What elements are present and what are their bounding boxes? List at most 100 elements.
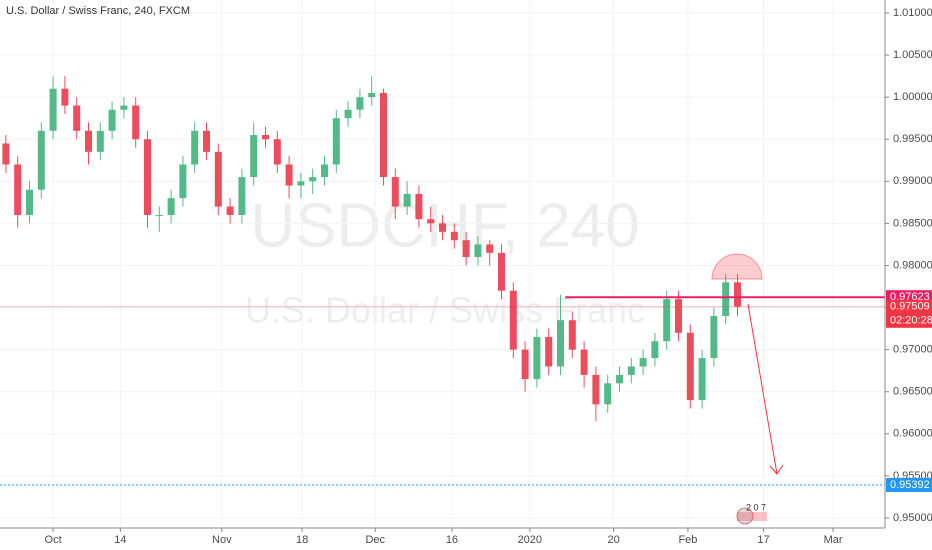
candle-body [580, 349, 588, 375]
candle-body [120, 105, 128, 110]
x-tick-label: 2020 [518, 534, 542, 546]
candle-body [179, 164, 187, 199]
candle-body [557, 320, 564, 367]
top-drawing [711, 253, 763, 280]
badge-box [737, 512, 767, 521]
y-tick-label: 0.96500 [893, 386, 932, 398]
candle-body [49, 88, 57, 131]
candle-body [226, 206, 234, 215]
candle-body [332, 118, 340, 165]
candle-body [167, 198, 175, 215]
x-tick-label: Nov [212, 534, 232, 546]
x-tick-label: 18 [296, 534, 308, 546]
candle-body [415, 193, 423, 220]
candle-body [368, 92, 376, 98]
candle-body [155, 214, 163, 216]
candle-body [616, 374, 623, 384]
arrow-head [769, 464, 784, 475]
candle-body [108, 109, 116, 131]
x-tick-label: Feb [678, 534, 697, 546]
candle-body [450, 231, 458, 241]
candle-body [61, 88, 69, 106]
y-tick-label: 1.00000 [893, 91, 932, 103]
last-price-label: 0.97509 [890, 301, 930, 313]
candle-body [321, 164, 328, 178]
candle-body [462, 240, 470, 258]
candle-body [297, 181, 305, 186]
candle-body [144, 139, 151, 215]
x-tick-label: 17 [757, 534, 769, 546]
candle-body [2, 143, 10, 165]
candle-body [439, 223, 446, 232]
candle-body [568, 320, 576, 350]
candle-body [85, 130, 92, 152]
candle-body [96, 130, 104, 152]
y-tick-label: 0.96000 [893, 428, 932, 440]
y-tick-label: 0.98500 [893, 217, 932, 229]
candle-body [26, 189, 33, 215]
candle-body [509, 290, 517, 350]
last-price-box [886, 299, 932, 328]
candle-body [474, 244, 482, 258]
axes: 0.950000.955000.960000.965000.970000.975… [45, 7, 932, 546]
candle-body [533, 337, 541, 380]
candle-body [73, 105, 81, 131]
candle-body [698, 358, 706, 401]
candle-body [498, 252, 505, 291]
candle-body [651, 341, 659, 359]
candle-body [214, 151, 222, 207]
candle-body [427, 219, 435, 224]
chart-title: U.S. Dollar / Swiss Franc, 240, FXCM [6, 5, 190, 17]
y-tick-label: 0.99500 [893, 133, 932, 145]
x-tick-label: Mar [824, 534, 843, 546]
candle-body [486, 244, 494, 253]
countdown-label: 02:20:28 [890, 315, 932, 327]
price-label-box [886, 477, 932, 492]
candle-body [686, 332, 694, 401]
y-tick-label: 1.01000 [893, 7, 932, 19]
candle-body [14, 164, 22, 215]
candle-body [132, 105, 140, 140]
y-tick-label: 0.98000 [893, 259, 932, 271]
x-tick-label: Dec [365, 534, 385, 546]
y-tick-label: 0.95000 [893, 512, 932, 524]
candle-body [344, 109, 352, 119]
candle-body [238, 177, 246, 215]
x-tick-label: 20 [607, 534, 619, 546]
y-tick-label: 1.00500 [893, 49, 932, 61]
candle-body [722, 282, 730, 316]
candle-body [309, 177, 317, 182]
candle-body [734, 282, 741, 307]
candle-body [521, 349, 529, 380]
badge-text: 2 0 7 [746, 502, 766, 512]
plot [0, 76, 885, 486]
candle-body [391, 177, 399, 207]
candle-body [380, 92, 387, 178]
candle-body [675, 299, 682, 333]
candle-body [262, 135, 269, 140]
candle-body [37, 130, 45, 190]
candle-body [627, 366, 635, 375]
candle-body [250, 135, 258, 178]
candle-body [285, 164, 293, 186]
candle-body [191, 130, 199, 165]
x-tick-label: Oct [45, 534, 62, 546]
event-badge: 2 0 7 [736, 502, 767, 525]
y-tick-label: 0.97000 [893, 344, 932, 356]
candle-body [710, 315, 718, 359]
candle-body [592, 374, 600, 405]
arrow-drawing [747, 303, 778, 475]
candle-body [356, 97, 364, 110]
price-label: 0.95392 [890, 479, 930, 491]
candle-body [663, 299, 671, 342]
x-tick-label: 14 [114, 534, 126, 546]
flag-icon [736, 507, 754, 525]
candle-body [273, 139, 281, 165]
candle-body [604, 383, 612, 405]
candle-body [203, 130, 210, 152]
candle-body [403, 193, 411, 207]
x-tick-label: 16 [446, 534, 458, 546]
watermark-subtitle: U.S. Dollar / Swiss Franc [245, 290, 645, 331]
